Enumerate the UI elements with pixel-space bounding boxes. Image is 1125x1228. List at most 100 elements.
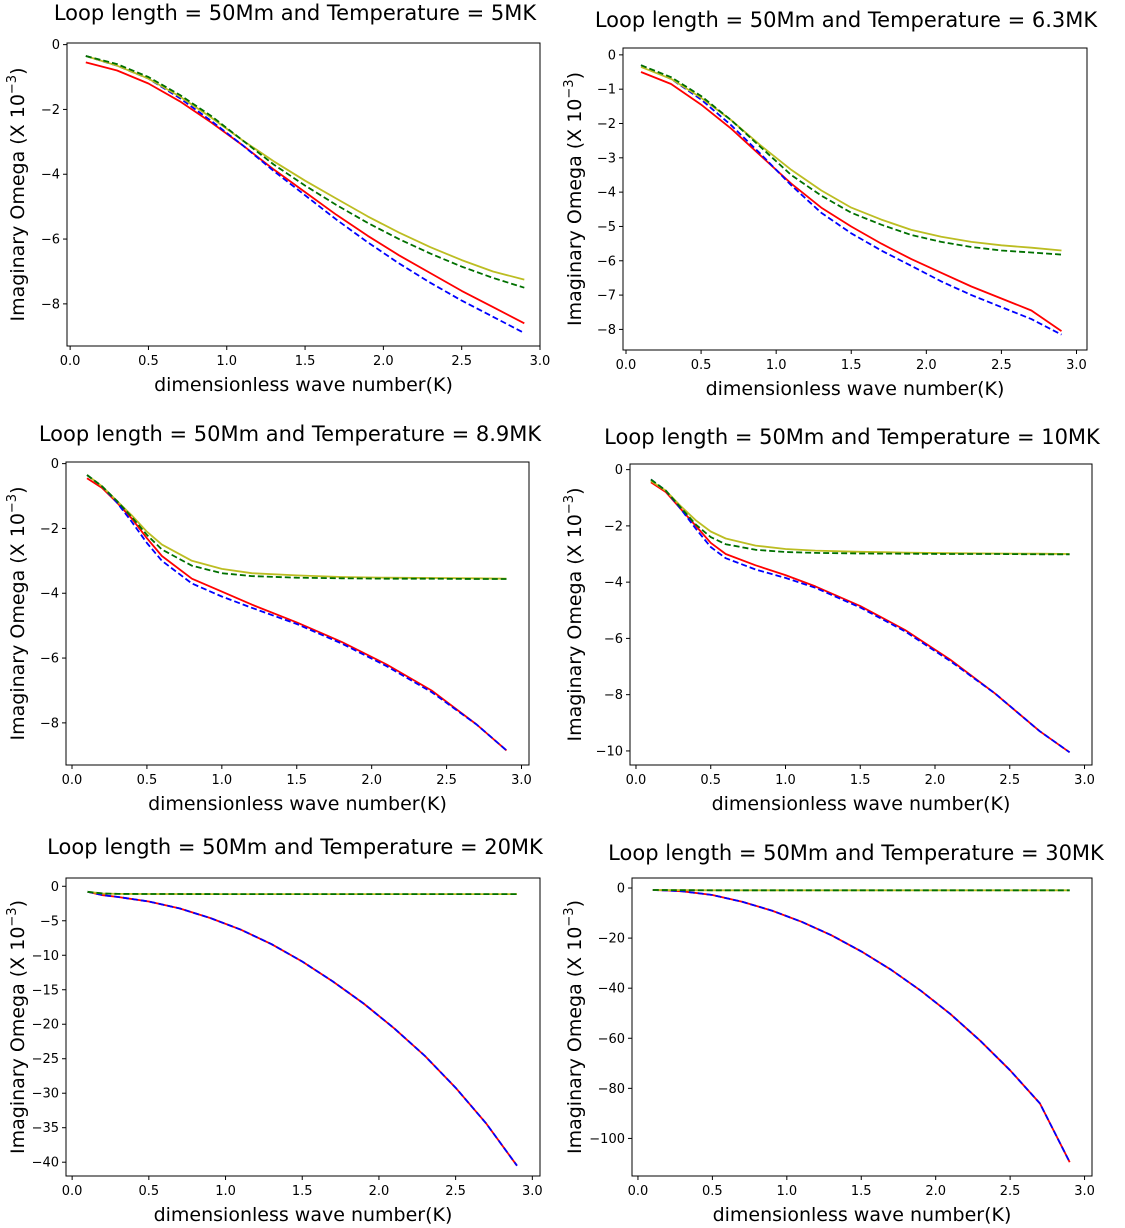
y-tick-label: −10	[32, 949, 59, 964]
y-axis-label-main: Imaginary Omega (X 10	[7, 94, 29, 321]
y-axis-label-main: Imaginary Omega (X 10	[564, 927, 586, 1154]
x-tick-label: 2.5	[999, 773, 1020, 788]
y-axis-label: Imaginary Omega (X 10−3)	[5, 486, 29, 740]
y-tick-label: −10	[596, 744, 623, 759]
y-tick-label: −8	[597, 323, 616, 338]
y-tick-label: −4	[597, 186, 616, 201]
x-tick-label: 1.0	[776, 1184, 797, 1199]
y-tick-label: −25	[32, 1052, 59, 1067]
series-line-1	[88, 892, 518, 1166]
series-line-2	[653, 890, 1070, 1162]
x-tick-label: 2.5	[451, 354, 472, 369]
x-tick-label: 3.0	[522, 1184, 543, 1199]
series-line-4	[651, 480, 1070, 555]
x-tick-label: 2.5	[991, 358, 1012, 373]
series-line-1	[641, 72, 1062, 331]
series-line-2	[641, 65, 1062, 334]
x-tick-label: 1.5	[295, 354, 316, 369]
y-axis-label-close: )	[564, 900, 586, 907]
y-axis-label-close: )	[564, 487, 586, 494]
series-line-4	[87, 475, 507, 579]
y-axis-label-exponent: −3	[562, 495, 577, 514]
chart-title: Loop length = 50Mm and Temperature = 10M…	[604, 425, 1101, 449]
x-tick-label: 0.0	[60, 354, 81, 369]
series-line-2	[88, 892, 518, 1166]
chart-title: Loop length = 50Mm and Temperature = 8.9…	[39, 422, 543, 446]
y-tick-label: −5	[40, 914, 59, 929]
x-tick-label: 2.0	[925, 1184, 946, 1199]
x-tick-label: 1.5	[286, 773, 307, 788]
series-group	[88, 892, 518, 1166]
series-group	[651, 480, 1070, 753]
chart-panel-5: Loop length = 50Mm and Temperature = 20M…	[5, 835, 544, 1226]
plot-frame	[66, 878, 540, 1176]
x-tick-label: 2.0	[369, 1184, 390, 1199]
x-tick-label: 2.0	[361, 773, 382, 788]
x-tick-label: 3.0	[1074, 1184, 1095, 1199]
series-group	[87, 475, 507, 750]
x-axis-label: dimensionless wave number(K)	[712, 793, 1011, 815]
x-tick-label: 0.0	[62, 1184, 83, 1199]
y-axis-label-main: Imaginary Omega (X 10	[564, 514, 586, 741]
y-tick-label: −6	[41, 233, 60, 248]
chart-title: Loop length = 50Mm and Temperature = 20M…	[47, 835, 544, 859]
y-tick-label: −4	[40, 587, 59, 602]
y-tick-label: −2	[597, 117, 616, 132]
y-tick-label: −2	[604, 519, 623, 534]
chart-panel-4: Loop length = 50Mm and Temperature = 10M…	[562, 425, 1101, 815]
x-tick-label: 0.5	[138, 1184, 159, 1199]
x-axis-label: dimensionless wave number(K)	[154, 1204, 453, 1226]
chart-title: Loop length = 50Mm and Temperature = 30M…	[608, 841, 1105, 865]
plot-frame	[632, 878, 1092, 1176]
y-tick-label: −8	[40, 716, 59, 731]
series-line-1	[86, 62, 525, 323]
y-tick-label: −6	[604, 632, 623, 647]
y-axis-label-exponent: −3	[5, 494, 20, 513]
y-axis-label-exponent: −3	[562, 907, 577, 926]
y-tick-label: −5	[597, 220, 616, 235]
series-group	[653, 890, 1070, 1162]
plot-frame	[67, 43, 540, 346]
y-tick-label: 0	[617, 882, 625, 897]
x-tick-label: 0.0	[62, 773, 83, 788]
y-tick-label: −20	[32, 1018, 59, 1033]
x-tick-label: 3.0	[511, 773, 532, 788]
y-axis-label-main: Imaginary Omega (X 10	[7, 513, 29, 740]
x-axis-label: dimensionless wave number(K)	[706, 378, 1005, 400]
x-tick-label: 2.5	[1000, 1184, 1021, 1199]
x-axis-label: dimensionless wave number(K)	[713, 1204, 1012, 1226]
chart-panel-3: Loop length = 50Mm and Temperature = 8.9…	[5, 422, 542, 815]
y-axis-label: Imaginary Omega (X 10−3)	[5, 900, 29, 1154]
y-tick-label: −6	[597, 254, 616, 269]
x-tick-label: 0.5	[700, 773, 721, 788]
series-line-3	[641, 67, 1062, 251]
y-axis-label-main: Imaginary Omega (X 10	[564, 99, 586, 326]
y-axis-label: Imaginary Omega (X 10−3)	[562, 72, 586, 326]
series-line-1	[653, 890, 1070, 1162]
plot-frame	[630, 464, 1092, 765]
y-axis-label-exponent: −3	[5, 75, 20, 94]
series-line-2	[87, 475, 507, 750]
y-tick-label: −4	[604, 576, 623, 591]
x-tick-label: 0.5	[137, 773, 158, 788]
x-tick-label: 2.0	[916, 358, 937, 373]
x-tick-label: 3.0	[1066, 358, 1087, 373]
series-line-2	[651, 480, 1070, 753]
x-axis-label: dimensionless wave number(K)	[148, 793, 447, 815]
series-line-2	[86, 56, 525, 333]
plot-frame	[66, 462, 529, 765]
y-tick-label: 0	[615, 463, 623, 478]
y-tick-label: 0	[51, 880, 59, 895]
x-tick-label: 1.5	[292, 1184, 313, 1199]
y-tick-label: −2	[40, 522, 59, 537]
x-tick-label: 0.0	[616, 358, 637, 373]
x-tick-label: 2.5	[445, 1184, 466, 1199]
x-tick-label: 2.5	[436, 773, 457, 788]
y-axis-label-close: )	[564, 72, 586, 79]
series-group	[641, 65, 1062, 334]
y-tick-label: −3	[597, 151, 616, 166]
y-tick-label: −20	[598, 932, 625, 947]
y-tick-label: 0	[52, 38, 60, 53]
x-tick-label: 3.0	[1074, 773, 1095, 788]
